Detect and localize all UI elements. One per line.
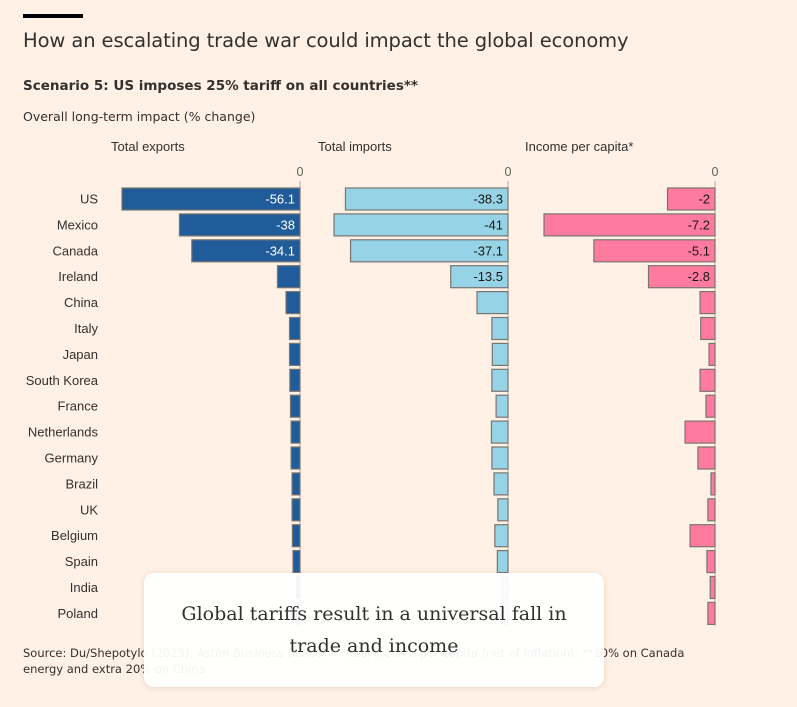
bar (491, 342, 509, 366)
bar (709, 575, 716, 600)
bar (490, 420, 509, 444)
data-label: -41 (484, 217, 503, 232)
bar (708, 342, 716, 366)
bar (699, 368, 716, 392)
bar (450, 265, 509, 289)
chart-subtitle: Scenario 5: US imposes 25% tariff on all… (23, 78, 418, 94)
bar (666, 187, 716, 211)
caption-text: Global tariffs result in a universal fal… (181, 603, 567, 657)
bar (178, 213, 301, 237)
bar (706, 549, 716, 574)
zero-tick-label: 0 (505, 165, 512, 179)
bar (288, 342, 301, 366)
bar (276, 265, 301, 289)
bar (700, 316, 716, 341)
category-label: UK (80, 502, 98, 517)
bar (191, 239, 301, 263)
bar (291, 498, 301, 522)
data-label: -34.1 (265, 243, 295, 258)
bar (344, 187, 509, 211)
bar (290, 420, 301, 444)
panel-header: Total imports (318, 139, 392, 154)
bar (491, 446, 509, 470)
bar (121, 187, 301, 211)
bar (496, 549, 509, 574)
bar (289, 368, 301, 392)
bar (593, 239, 716, 263)
zero-tick-label: 0 (712, 165, 719, 179)
data-label: -7.2 (688, 217, 710, 232)
bar (684, 420, 716, 444)
category-label: France (58, 399, 98, 414)
bar (497, 498, 509, 522)
bar (289, 394, 301, 418)
bar (689, 524, 716, 548)
bar (543, 213, 716, 237)
data-label: -2 (698, 192, 710, 207)
bar (491, 316, 509, 341)
data-label: -56.1 (265, 192, 295, 207)
data-label: -5.1 (688, 243, 710, 258)
bar (495, 394, 509, 418)
zero-tick-label: 0 (297, 165, 304, 179)
category-label: India (70, 580, 99, 595)
bar (697, 446, 716, 470)
category-label: Canada (52, 243, 98, 258)
bar (288, 316, 301, 341)
bar (491, 368, 509, 392)
bar (707, 601, 716, 626)
unit-label: Overall long-term impact (% change) (23, 109, 256, 124)
panel-header: Income per capita* (525, 139, 633, 154)
data-label: -38.3 (473, 192, 503, 207)
bar (333, 213, 509, 237)
category-label: Mexico (57, 217, 98, 232)
panel-header: Total exports (111, 139, 185, 154)
category-label: Spain (65, 554, 98, 569)
bar (493, 472, 509, 496)
category-label: Ireland (58, 269, 98, 284)
bar (699, 291, 716, 315)
bar (494, 524, 509, 548)
caption-card: Global tariffs result in a universal fal… (144, 573, 604, 687)
category-label: Germany (45, 451, 99, 466)
data-label: -2.8 (688, 269, 710, 284)
bar (292, 549, 301, 574)
category-label: US (80, 192, 98, 207)
data-label: -13.5 (473, 269, 503, 284)
category-label: Belgium (51, 528, 98, 543)
bar (710, 472, 716, 496)
bar (349, 239, 509, 263)
category-label: Netherlands (28, 425, 99, 440)
category-label: Brazil (65, 476, 98, 491)
bar (476, 291, 509, 315)
bar (291, 472, 301, 496)
bar (647, 265, 716, 289)
category-label: Italy (74, 321, 98, 336)
bar (290, 446, 301, 470)
bar (705, 394, 716, 418)
data-label: -38 (276, 217, 295, 232)
category-label: China (64, 295, 99, 310)
category-label: South Korea (26, 373, 99, 388)
chart-title: How an escalating trade war could impact… (23, 29, 629, 52)
bar (285, 291, 301, 315)
bar (707, 498, 716, 522)
data-label: -37.1 (473, 243, 503, 258)
category-label: Poland (58, 606, 98, 621)
category-label: Japan (63, 347, 98, 362)
bar (291, 524, 301, 548)
brand-bar (23, 14, 83, 18)
